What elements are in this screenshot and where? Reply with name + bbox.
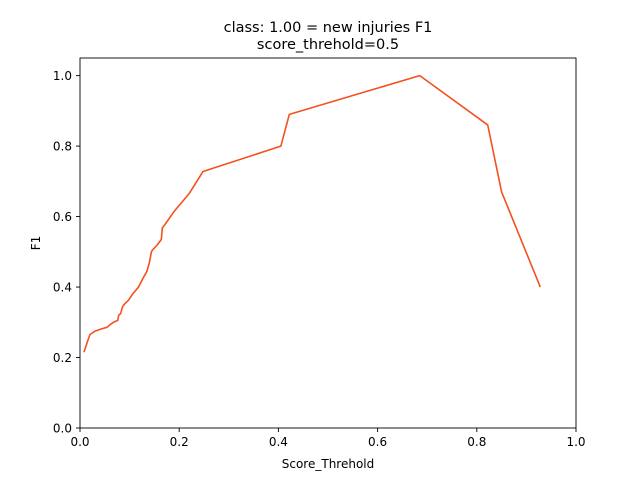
x-tick-label: 0.0 bbox=[70, 435, 89, 449]
y-tick-label: 0.2 bbox=[53, 351, 72, 365]
y-tick-label: 1.0 bbox=[53, 69, 72, 83]
chart-title-line2: score_threhold=0.5 bbox=[257, 37, 399, 53]
x-tick-label: 0.8 bbox=[467, 435, 486, 449]
series-line-0 bbox=[83, 74, 542, 353]
y-tick-label: 0.8 bbox=[53, 140, 72, 154]
plot-area: 0.0 0.2 0.4 0.6 0.8 1.0 0.0 0.2 0.4 0.6 0.8 1.0 bbox=[53, 57, 586, 449]
plot-frame bbox=[79, 57, 577, 429]
y-tick-label: 0.0 bbox=[53, 422, 72, 436]
x-tick-label: 0.4 bbox=[269, 435, 288, 449]
x-axis-label: Score_Threhold bbox=[282, 457, 375, 471]
chart-title-line1: class: 1.00 = new injuries F1 bbox=[224, 20, 433, 36]
x-tick-label: 0.2 bbox=[170, 435, 189, 449]
y-tick-label: 0.6 bbox=[53, 210, 72, 224]
x-tick-label: 0.6 bbox=[368, 435, 387, 449]
y-tick-label: 0.4 bbox=[53, 281, 72, 295]
y-axis-label: F1 bbox=[29, 236, 43, 251]
x-tick-label: 1.0 bbox=[566, 435, 585, 449]
